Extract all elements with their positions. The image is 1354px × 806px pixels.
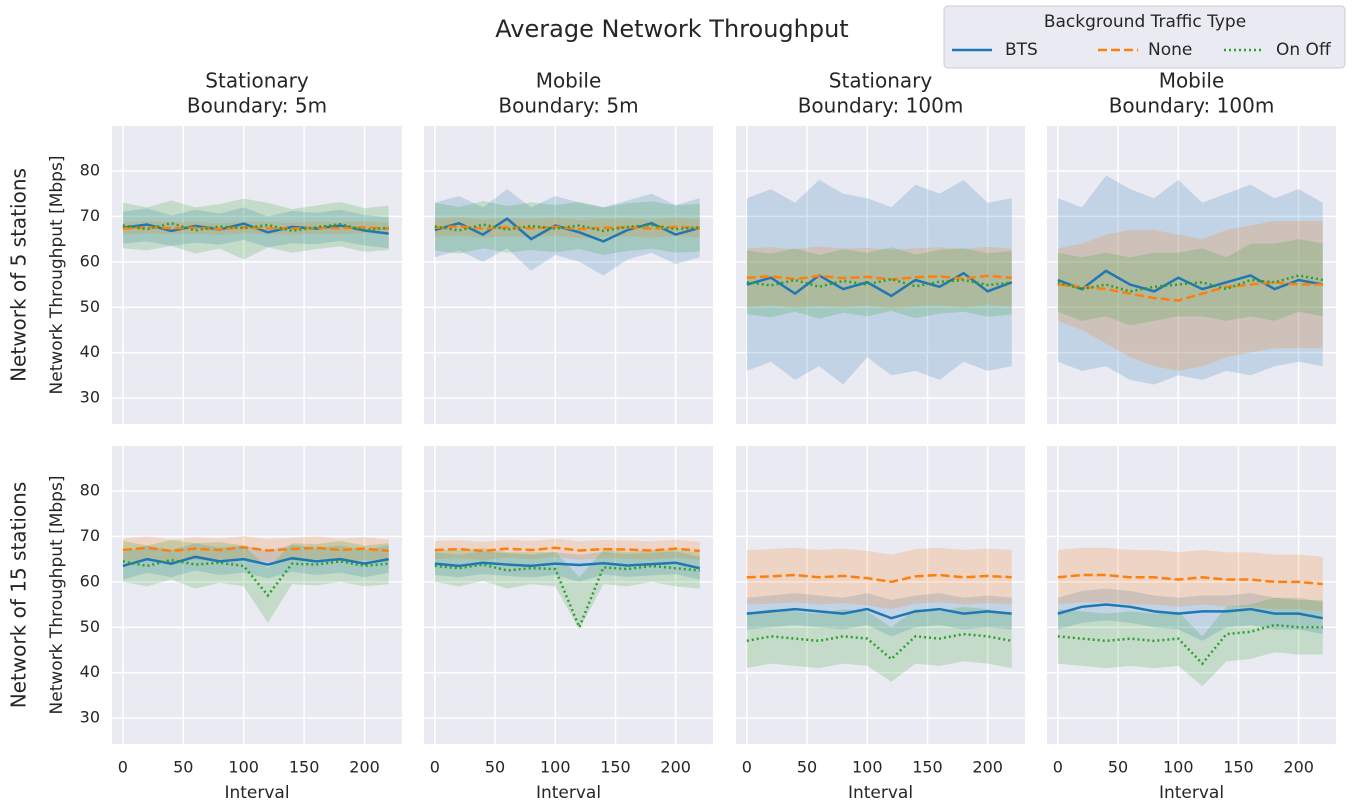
plot-background [424, 446, 713, 744]
series-line [746, 573, 1012, 584]
y-tick-label: 70 [80, 526, 100, 545]
panel-subtitle: Boundary: 5m [498, 94, 638, 118]
series-line [1057, 603, 1323, 620]
series-line [434, 561, 701, 570]
legend-box [943, 5, 1346, 69]
legend-label: BTS [1005, 40, 1038, 60]
y-tick-label: 60 [80, 251, 100, 270]
confidence-band [434, 548, 700, 630]
series-line [122, 555, 389, 568]
plot-background [736, 126, 1025, 424]
x-axis-label: Interval [1159, 783, 1224, 803]
x-axis-label: Interval [224, 783, 289, 803]
panel-subtitle: Boundary: 100m [1109, 94, 1275, 118]
x-tick-label: 200 [972, 758, 1003, 777]
y-tick-label: 80 [80, 480, 100, 499]
series-line [434, 546, 700, 553]
y-tick-label: 50 [80, 297, 100, 316]
row-label: Network of 15 stations [7, 482, 31, 709]
x-tick-label: 100 [228, 758, 259, 777]
row-label: Network of 5 stations [7, 168, 31, 382]
x-tick-label: 0 [430, 758, 440, 777]
confidence-band [1057, 175, 1323, 385]
x-tick-label: 50 [485, 758, 505, 777]
panel-title: Stationary [205, 69, 309, 93]
series-line [122, 558, 389, 598]
plot-background [112, 126, 402, 424]
series-line [434, 563, 700, 631]
x-tick-label: 150 [289, 758, 320, 777]
x-tick-label: 100 [1163, 758, 1194, 777]
confidence-band [1057, 597, 1323, 687]
confidence-band [434, 189, 700, 276]
x-tick-label: 200 [1283, 758, 1314, 777]
panel-title: Mobile [536, 69, 602, 93]
confidence-band [746, 547, 1012, 610]
series-line [122, 221, 389, 233]
panel-subtitle: Boundary: 100m [798, 94, 964, 118]
series-line [746, 277, 1012, 289]
y-tick-label: 40 [80, 662, 100, 681]
series-line [746, 271, 1013, 298]
plot-background [736, 446, 1025, 744]
confidence-band [434, 551, 700, 582]
series-line [1057, 281, 1323, 302]
x-axis-label: Interval [848, 783, 913, 803]
figure-title: Average Network Throughput [495, 15, 848, 43]
y-tick-label: 70 [80, 206, 100, 225]
plot-background [1047, 126, 1336, 424]
confidence-band [746, 606, 1012, 682]
y-axis-label: Network Throughput [Mbps] [47, 476, 67, 715]
series-line [122, 546, 389, 553]
x-tick-label: 50 [173, 758, 193, 777]
y-tick-label: 60 [80, 571, 100, 590]
y-tick-label: 30 [80, 388, 100, 407]
x-tick-label: 50 [1108, 758, 1128, 777]
y-tick-label: 80 [80, 160, 100, 179]
y-tick-label: 40 [80, 342, 100, 361]
series-line [746, 607, 1012, 620]
panel-title: Stationary [829, 69, 933, 93]
x-tick-label: 150 [1223, 758, 1254, 777]
series-line [434, 223, 700, 233]
series-line [1057, 274, 1323, 293]
legend-title: Background Traffic Type [1044, 12, 1246, 32]
x-tick-label: 100 [540, 758, 571, 777]
x-tick-label: 50 [797, 758, 817, 777]
plot-background [424, 126, 713, 424]
x-tick-label: 0 [742, 758, 752, 777]
panel-subtitle: Boundary: 5m [187, 94, 327, 118]
x-tick-label: 0 [1053, 758, 1063, 777]
legend-label: None [1148, 40, 1192, 60]
series-line [746, 274, 1012, 281]
series-line [1057, 573, 1323, 586]
x-tick-label: 100 [852, 758, 883, 777]
x-tick-label: 200 [349, 758, 380, 777]
x-tick-label: 150 [600, 758, 631, 777]
x-tick-label: 0 [118, 758, 128, 777]
legend-label: On Off [1276, 40, 1332, 60]
x-tick-label: 200 [660, 758, 691, 777]
confidence-band [1057, 588, 1323, 641]
panel-title: Mobile [1159, 69, 1225, 93]
y-axis-label: Network Throughput [Mbps] [47, 156, 67, 395]
series-line [434, 225, 700, 231]
y-tick-label: 30 [80, 708, 100, 727]
plot-background [1047, 446, 1336, 744]
x-tick-label: 150 [912, 758, 943, 777]
x-axis-label: Interval [536, 783, 601, 803]
y-tick-label: 50 [80, 617, 100, 636]
plot-background [112, 446, 402, 744]
